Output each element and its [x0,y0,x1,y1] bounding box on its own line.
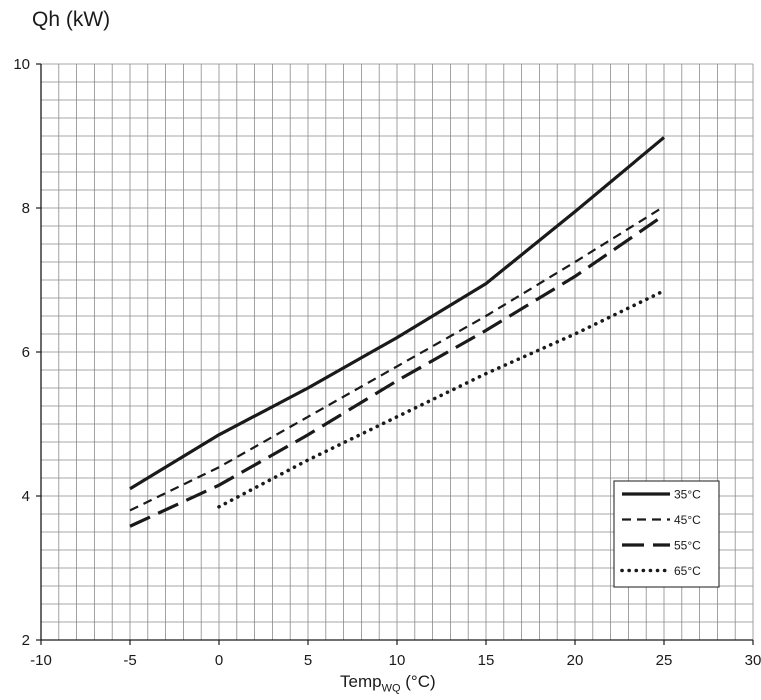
x-tick-label: -10 [30,652,52,669]
series-line-1 [129,136,666,491]
y-tick-label: 2 [22,632,30,649]
x-tick-label: 5 [304,652,312,669]
y-tick-label: 10 [13,56,30,73]
y-tick-label: 6 [22,344,30,361]
x-axis-label: TempWQ (°C) [340,672,436,695]
x-tick-label: -5 [123,652,136,669]
x-tick-label: 25 [656,652,673,669]
y-tick-label: 4 [22,488,30,505]
legend-label: 35°C [674,488,701,502]
series-line-2 [129,205,665,512]
series-line-4 [217,288,666,509]
series-line-3 [129,213,665,528]
series-group [129,136,666,528]
legend-label: 65°C [674,564,701,578]
legend-label: 45°C [674,513,701,527]
x-tick-label: 20 [567,652,584,669]
y-tick-label: 8 [22,200,30,217]
legend-label: 55°C [674,539,701,553]
x-tick-label: 10 [389,652,406,669]
legend: 35°C 45°C 55°C 65°C [613,480,720,588]
y-axis-label: Qh (kW) [32,8,111,31]
x-tick-label: 0 [215,652,223,669]
x-tick-label: 30 [745,652,761,669]
x-tick-label: 15 [478,652,495,669]
legend-box [613,480,720,588]
